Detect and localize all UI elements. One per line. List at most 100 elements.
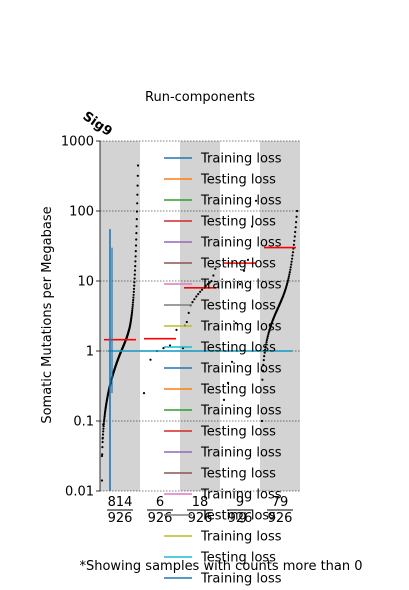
- data-point: [260, 419, 264, 423]
- data-point: [133, 273, 136, 276]
- legend-label: Testing loss: [200, 257, 276, 272]
- data-point: [103, 418, 106, 421]
- data-point: [101, 433, 105, 436]
- data-point: [134, 255, 137, 258]
- data-point: [103, 415, 106, 418]
- data-point: [222, 398, 226, 401]
- data-point: [132, 298, 135, 302]
- data-point: [135, 238, 138, 241]
- data-point: [135, 210, 139, 213]
- data-point: [168, 344, 172, 347]
- data-point: [264, 343, 268, 346]
- data-point: [292, 243, 295, 246]
- legend: Training loss Testing loss Training loss Te…: [164, 152, 282, 587]
- data-point: [136, 193, 139, 196]
- group-total-label: 926: [108, 511, 133, 526]
- data-point: [136, 184, 139, 187]
- data-point: [135, 218, 138, 221]
- data-point: [100, 479, 104, 482]
- data-point: [135, 232, 138, 235]
- y-tick-label: 0.01: [65, 485, 94, 500]
- data-point: [287, 275, 290, 278]
- data-point: [206, 283, 209, 286]
- legend-label: Testing loss: [200, 341, 276, 356]
- data-point: [261, 369, 264, 372]
- data-point: [226, 381, 230, 384]
- data-point: [191, 301, 194, 304]
- data-point: [131, 309, 134, 312]
- data-point: [102, 430, 105, 433]
- group-count-label: 814: [108, 495, 133, 510]
- legend-label: Testing loss: [200, 509, 276, 524]
- data-point: [134, 250, 137, 253]
- data-point: [289, 268, 292, 271]
- group-count-label: 18: [192, 495, 209, 510]
- data-point: [214, 267, 217, 270]
- data-point: [199, 290, 202, 293]
- data-point: [200, 288, 204, 291]
- group-total-label: 926: [268, 511, 293, 526]
- data-point: [288, 271, 291, 274]
- data-point: [267, 331, 270, 334]
- data-point: [286, 282, 289, 285]
- data-point: [286, 281, 289, 284]
- data-point: [132, 290, 135, 293]
- data-point: [131, 307, 134, 310]
- data-point: [264, 345, 267, 349]
- data-point: [288, 273, 291, 276]
- data-point: [293, 235, 296, 238]
- legend-label: Training loss: [200, 446, 282, 461]
- data-point: [294, 226, 297, 229]
- legend-label: Training loss: [200, 530, 282, 545]
- group-count-label: 79: [272, 495, 289, 510]
- legend-label: Training loss: [200, 194, 282, 209]
- legend-label: Training loss: [200, 572, 282, 587]
- data-point: [286, 279, 290, 282]
- data-point: [210, 279, 213, 283]
- data-point: [102, 425, 105, 428]
- data-point: [130, 313, 133, 316]
- data-point: [208, 281, 211, 284]
- data-point: [265, 339, 268, 342]
- data-point: [187, 311, 190, 314]
- data-point: [149, 358, 152, 361]
- data-point: [265, 341, 268, 344]
- data-point: [102, 423, 105, 426]
- data-point: [102, 420, 106, 423]
- legend-label: Training loss: [200, 320, 282, 335]
- data-point: [197, 293, 200, 296]
- group-count-label: 6: [156, 495, 164, 510]
- data-point: [254, 199, 258, 202]
- group-count-label: 9: [236, 495, 244, 510]
- legend-label: Training loss: [200, 404, 282, 419]
- data-point: [102, 427, 105, 430]
- legend-label: Testing loss: [200, 299, 276, 314]
- legend-label: Testing loss: [200, 425, 276, 440]
- data-point: [294, 230, 297, 234]
- data-point: [142, 392, 146, 395]
- data-point: [263, 351, 266, 354]
- data-point: [295, 221, 298, 224]
- data-point: [266, 337, 269, 340]
- legend-label: Training loss: [200, 152, 282, 167]
- data-point: [193, 298, 196, 301]
- data-point: [238, 283, 242, 286]
- legend-label: Testing loss: [200, 383, 276, 398]
- y-tick-label: 0.1: [73, 415, 94, 430]
- data-point: [242, 269, 246, 272]
- data-point: [230, 360, 234, 363]
- data-point: [130, 314, 133, 317]
- data-point: [185, 320, 188, 324]
- data-point: [134, 260, 137, 263]
- data-point: [136, 164, 140, 167]
- y-tick-label: 1000: [61, 135, 94, 150]
- data-point: [195, 295, 198, 298]
- axes: 0.010.1110100100081492669261892699267992…: [61, 135, 293, 526]
- data-point: [261, 378, 264, 381]
- data-point: [262, 359, 265, 362]
- legend-label: Testing loss: [200, 173, 276, 188]
- data-point: [295, 209, 299, 213]
- data-point: [101, 440, 104, 444]
- data-point: [266, 335, 269, 338]
- data-point: [204, 284, 207, 287]
